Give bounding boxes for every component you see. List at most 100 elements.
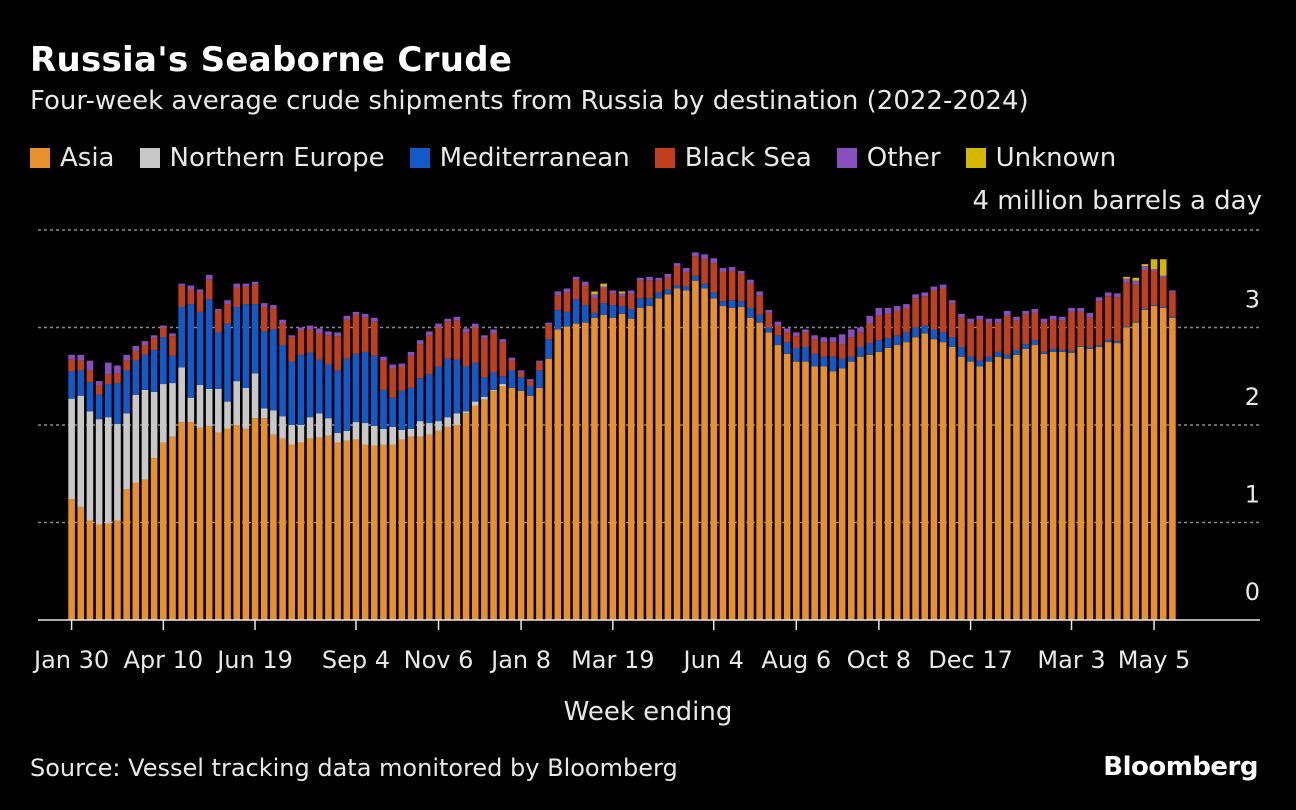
bar-segment — [196, 385, 204, 428]
bar-segment — [563, 311, 571, 327]
bar-segment — [196, 427, 204, 620]
bar-segment — [334, 432, 341, 443]
bar-segment — [572, 276, 580, 280]
bar-segment — [958, 313, 965, 318]
bar-segment — [719, 271, 727, 302]
bar-segment — [526, 379, 534, 382]
bar-segment — [343, 315, 351, 320]
bar-segment — [930, 290, 938, 330]
bar-segment — [627, 318, 635, 620]
bar-segment — [811, 366, 818, 620]
bar-segment — [453, 320, 461, 360]
bar-segment — [389, 364, 396, 369]
bar-segment — [1141, 309, 1149, 620]
bar-segment — [618, 291, 626, 294]
bar-segment — [297, 442, 305, 620]
bar-segment — [178, 283, 185, 286]
bar-segment — [600, 286, 607, 289]
bar-segment — [215, 310, 222, 333]
bar-segment — [196, 311, 204, 386]
bar-segment — [260, 303, 268, 308]
bar-segment — [1114, 343, 1121, 620]
bar-segment — [1077, 311, 1084, 347]
bar-segment — [416, 340, 424, 345]
bar-segment — [416, 436, 424, 620]
legend-label-black-sea: Black Sea — [684, 143, 812, 173]
bar-segment — [453, 413, 461, 425]
bar-segment — [719, 306, 727, 620]
legend-item-mediterranean: Mediterranean — [409, 143, 630, 173]
bar-segment — [334, 370, 341, 433]
bar-segment — [884, 313, 892, 339]
bar-segment — [664, 277, 672, 290]
bar-segment — [1114, 341, 1121, 344]
bar-segment — [132, 394, 140, 483]
bar-segment — [903, 304, 910, 308]
bar-segment — [306, 417, 314, 439]
bar-segment — [352, 439, 360, 620]
bar-segment — [462, 332, 470, 367]
bar-segment — [903, 308, 910, 333]
bar-segment — [655, 292, 662, 299]
bar-segment — [453, 425, 461, 620]
bar-segment — [270, 305, 277, 308]
bar-segment — [1104, 340, 1112, 343]
bar-segment — [481, 377, 488, 397]
bar-segment — [554, 295, 562, 310]
bar-segment — [545, 339, 552, 359]
bar-segment — [884, 308, 892, 314]
bar-segment — [783, 332, 791, 343]
bar-segment — [774, 325, 782, 336]
bar-segment — [609, 317, 617, 620]
bar-segment — [609, 290, 617, 294]
bar-segment — [848, 337, 855, 357]
bar-segment — [765, 327, 773, 333]
bar-segment — [1022, 344, 1029, 349]
bar-segment — [169, 355, 176, 384]
bar-segment — [976, 315, 984, 320]
bar-segment — [187, 285, 195, 290]
bar-segment — [1059, 320, 1066, 350]
bar-segment — [1169, 317, 1176, 620]
bar-segment — [536, 370, 543, 388]
bar-segment — [692, 252, 699, 257]
bar-segment — [251, 373, 259, 419]
bar-segment — [857, 327, 864, 333]
bar-segment — [444, 321, 452, 359]
bar-segment — [150, 458, 158, 620]
bar-segment — [251, 418, 259, 620]
bar-segment — [123, 360, 130, 371]
bar-segment — [325, 335, 332, 365]
x-tick-label: Dec 17 — [928, 646, 1013, 674]
bar-segment — [499, 342, 507, 377]
bar-segment — [77, 506, 85, 620]
bar-segment — [802, 347, 809, 362]
legend-swatch-other — [836, 148, 857, 168]
bar-segment — [637, 280, 644, 299]
bar-segment — [692, 256, 699, 276]
bar-segment — [1068, 350, 1075, 353]
bar-segment — [251, 304, 259, 374]
legend-item-northern-europe: Northern Europe — [139, 143, 385, 173]
bar-segment — [912, 294, 919, 299]
bar-segment — [1049, 319, 1057, 349]
bar-segment — [802, 332, 809, 347]
x-tick-label: Oct 8 — [847, 646, 911, 674]
bar-segment — [352, 314, 360, 354]
bar-segment — [224, 304, 231, 324]
bar-segment — [517, 370, 525, 373]
bar-segment — [572, 299, 580, 324]
bar-segment — [536, 362, 543, 371]
bar-segment — [1132, 277, 1140, 281]
bar-segment — [68, 359, 75, 372]
y-tick-label: 0 — [1245, 578, 1260, 606]
bar-segment — [169, 383, 176, 437]
bar-segment — [444, 358, 452, 418]
bar-segment — [673, 266, 681, 286]
bar-segment — [471, 323, 479, 328]
bar-segment — [196, 292, 204, 312]
bar-segment — [1059, 316, 1066, 321]
bar-segment — [939, 332, 947, 343]
bar-segment — [728, 270, 736, 301]
bar-segment — [1077, 347, 1084, 620]
